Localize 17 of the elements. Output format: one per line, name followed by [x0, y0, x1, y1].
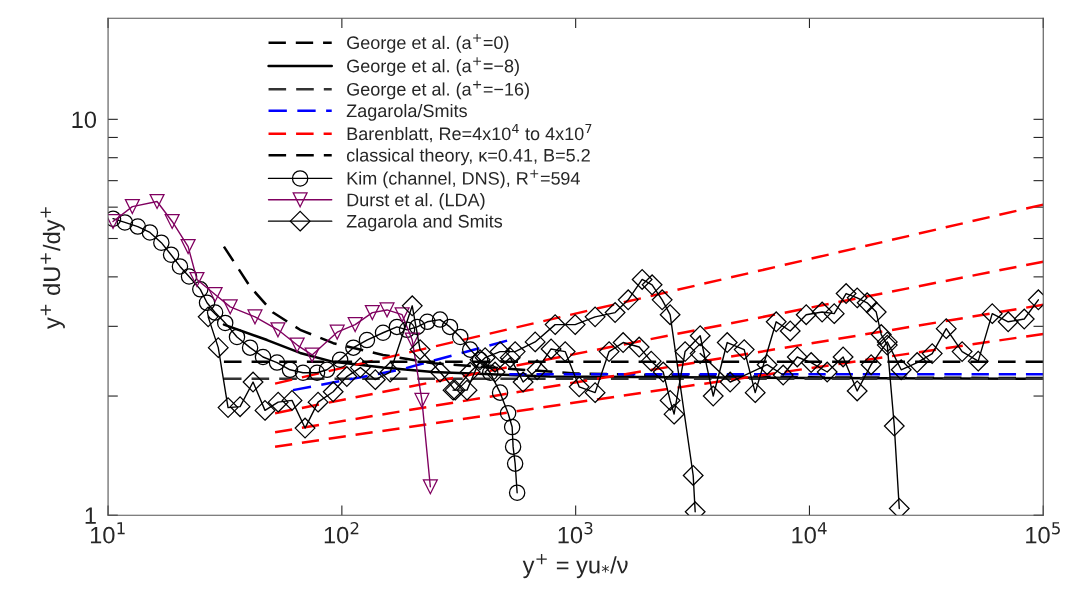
legend-label: classical theory, κ=0.41, B=5.2: [346, 148, 590, 166]
legend-label: Zagarola/Smits: [346, 103, 467, 121]
x-tick-label: 10$^{3}$: [558, 521, 593, 544]
x-tick-label: 10$^{2}$: [324, 521, 359, 544]
legend-label: Durst et al. (LDA): [347, 193, 485, 210]
y-tick-label: 10: [72, 111, 97, 129]
y-axis-title: y$^{+}$ dU$^{+}$/dy$^{+}$: [40, 207, 65, 329]
legend-label: George et al. (a$^{+}$=−16): [347, 80, 529, 100]
legend-label: Barenblatt, Re=4x10$^{4}$ to 4x10$^{7}$: [347, 123, 592, 143]
x-axis-title: y$^{+}$ = yu$_{*}$/ν: [522, 553, 628, 579]
y-tick-label: 1: [85, 507, 96, 524]
legend-label: Kim (channel, DNS), R$^{+}$=594: [347, 169, 580, 189]
legend-label: George et al. (a$^{+}$=−8): [347, 57, 519, 76]
x-tick-label: 10$^{5}$: [1026, 522, 1060, 544]
x-tick-label: 10$^{4}$: [792, 522, 827, 544]
legend-label: George et al. (a$^{+}$=0): [347, 34, 509, 53]
legend-label: Zagarola and Smits: [346, 214, 503, 232]
